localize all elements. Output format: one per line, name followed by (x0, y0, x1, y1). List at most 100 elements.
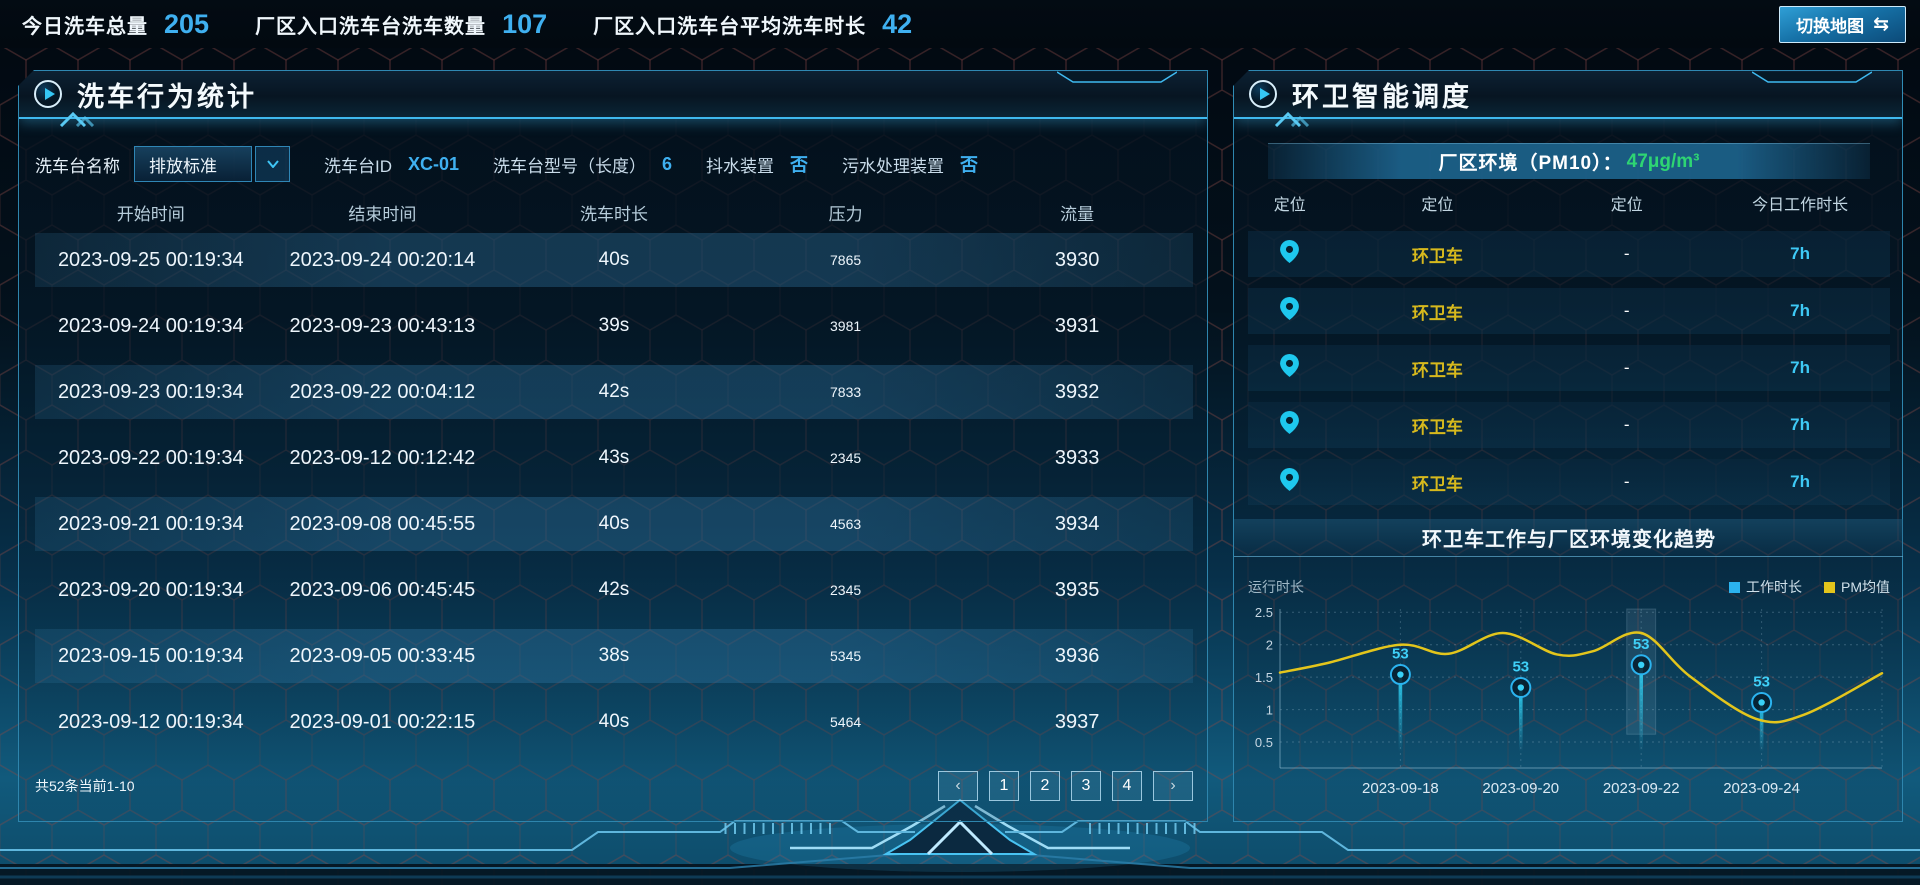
legend-item: PM均值 (1824, 577, 1890, 597)
filter-field-label: 洗车台ID (324, 156, 392, 176)
table-cell: 2023-09-21 00:19:34 (57, 512, 244, 535)
filter-field-label: 污水处理装置 (842, 156, 945, 176)
pm10-label: 厂区环境（PM10）： (1438, 153, 1623, 174)
vehicle-column-header: 定位 (1610, 197, 1643, 214)
svg-text:2023-09-24: 2023-09-24 (1723, 780, 1800, 797)
table-cell: 3932 (1054, 380, 1100, 403)
table-cell: 3935 (1054, 578, 1100, 601)
header-notch-decoration (1057, 71, 1177, 83)
table-cell: 2023-09-22 00:04:12 (289, 380, 476, 403)
station-name-select-wrap: 排放标准 (134, 146, 290, 182)
vehicle-hours: 7h (1790, 415, 1811, 434)
wash-panel-header: 洗车行为统计 (19, 71, 1207, 119)
table-cell: 2023-09-24 00:20:14 (289, 248, 476, 271)
legend-swatch (1824, 581, 1835, 593)
pm10-banner: 厂区环境（PM10）： 47μg/m³ (1268, 143, 1870, 179)
table-cell: 2023-09-25 00:19:34 (57, 248, 244, 271)
vehicle-pin-cell (1248, 468, 1331, 496)
vehicle-row: 环卫车 - 7h (1248, 231, 1890, 277)
filter-field-label: 洗车台型号（长度） (493, 156, 647, 176)
table-cell: 2023-09-12 00:19:34 (57, 710, 244, 733)
legend-item: 工作时长 (1729, 577, 1802, 597)
table-row: 2023-09-12 00:19:34 2023-09-01 00:22:15 40… (35, 695, 1193, 749)
header-notch-decoration (1752, 71, 1872, 83)
table-header: 开始时间 结束时间 洗车时长 压力 流量 (35, 199, 1193, 231)
dispatch-panel-header: 环卫智能调度 (1234, 71, 1902, 119)
page-button[interactable]: 2 (1030, 771, 1060, 801)
vehicle-pin-cell (1248, 354, 1331, 382)
table-row: 2023-09-15 00:19:34 2023-09-05 00:33:45 38… (35, 629, 1193, 683)
location-pin-icon (1280, 411, 1300, 434)
station-name-label: 洗车台名称 (35, 156, 120, 176)
table-cell: 2023-09-01 00:22:15 (289, 710, 476, 733)
chevron-up-decoration (1274, 111, 1310, 127)
filter-field-value: 6 (662, 153, 673, 174)
vehicle-pin-cell (1248, 240, 1331, 268)
page-button[interactable]: 3 (1071, 771, 1101, 801)
select-dropdown-button[interactable] (255, 146, 290, 182)
map-toggle-label: 切换地图 (1796, 17, 1865, 36)
stat-label: 今日洗车总量 (22, 15, 148, 38)
stat-item: 厂区入口洗车台平均洗车时长 42 (593, 9, 912, 40)
play-icon (34, 80, 62, 108)
map-toggle-button[interactable]: 切换地图 ⇆ (1779, 6, 1906, 43)
table-cell: 40s (598, 711, 630, 732)
page-button[interactable]: 4 (1112, 771, 1142, 801)
vehicle-hours: 7h (1790, 472, 1811, 491)
legend-label: 工作时长 (1746, 579, 1802, 595)
table-cell: 2023-09-15 00:19:34 (57, 644, 244, 667)
table-cell: 2023-09-24 00:19:34 (57, 314, 244, 337)
wash-statistics-panel: 洗车行为统计 洗车台名称 排放标准 洗车台ID XC-01 洗车台型号（长度） 6 抖水… (18, 70, 1208, 822)
table-row: 2023-09-20 00:19:34 2023-09-06 00:45:45 42… (35, 563, 1193, 617)
stat-value: 107 (502, 8, 548, 39)
top-bar: 今日洗车总量 205 厂区入口洗车台洗车数量 107 厂区入口洗车台平均洗车时长 42 切… (0, 0, 1920, 48)
chevron-down-icon (266, 160, 279, 168)
stat-value: 205 (164, 8, 210, 39)
vehicle-table-body: 环卫车 - 7h 环卫车 - 7h 环卫车 - 7h 环卫车 - 7h 环卫车 - 7h (1248, 231, 1890, 516)
filter-fields: 洗车台ID XC-01 洗车台型号（长度） 6 抖水装置否污水处理装置否 (324, 151, 1012, 177)
table-row: 2023-09-25 00:19:34 2023-09-24 00:20:14 40… (35, 233, 1193, 287)
vehicle-name: 环卫车 (1411, 246, 1463, 266)
filter-field: 洗车台型号（长度） 6 (493, 152, 672, 177)
vehicle-row: 环卫车 - 7h (1248, 345, 1890, 391)
table-cell: 2345 (830, 450, 862, 466)
vehicle-name: 环卫车 (1411, 303, 1463, 323)
column-header: 结束时间 (348, 205, 417, 224)
chart-meta-row: 运行时长 工作时长 PM均值 (1248, 577, 1890, 597)
column-header: 洗车时长 (579, 205, 648, 224)
vehicle-column-header: 今日工作时长 (1752, 197, 1849, 214)
vehicle-hours: 7h (1790, 244, 1811, 263)
filter-field: 洗车台ID XC-01 (324, 152, 459, 177)
table-cell: 3937 (1054, 710, 1100, 733)
vehicle-location-dash: - (1623, 244, 1630, 263)
column-header: 流量 (1060, 205, 1095, 224)
station-name-select[interactable]: 排放标准 (134, 146, 252, 182)
footer-tech-decoration (0, 798, 1920, 885)
table-cell: 4563 (830, 516, 862, 532)
svg-text:53: 53 (1633, 636, 1650, 653)
page-button[interactable]: 1 (989, 771, 1019, 801)
table-cell: 7865 (830, 252, 862, 268)
prev-page-button[interactable]: ‹ (938, 771, 978, 801)
filter-row: 洗车台名称 排放标准 洗车台ID XC-01 洗车台型号（长度） 6 抖水装置否 污水处理… (35, 145, 1193, 183)
vehicle-row: 环卫车 - 7h (1248, 459, 1890, 505)
panel-title: 环卫智能调度 (1292, 81, 1472, 112)
svg-text:53: 53 (1512, 659, 1529, 676)
trend-chart-svg: 0.5 1 1.5 2 2.5 2023-09-18 2023-09-20 2023-09-2… (1255, 605, 1884, 797)
next-page-button[interactable]: › (1153, 771, 1193, 801)
table-cell: 3936 (1054, 644, 1100, 667)
vehicle-location-dash: - (1623, 415, 1630, 434)
table-cell: 3930 (1054, 248, 1100, 271)
vehicle-hours: 7h (1790, 358, 1811, 377)
table-cell: 2023-09-20 00:19:34 (57, 578, 244, 601)
svg-text:0.5: 0.5 (1255, 735, 1273, 750)
trend-section-title: 环卫车工作与厂区环境变化趋势 (1422, 529, 1716, 551)
table-cell: 3933 (1054, 446, 1100, 469)
table-cell: 2023-09-23 00:19:34 (57, 380, 244, 403)
filter-field: 抖水装置否 (706, 151, 808, 177)
vehicle-row: 环卫车 - 7h (1248, 288, 1890, 334)
legend-label: PM均值 (1841, 579, 1890, 595)
panel-title: 洗车行为统计 (77, 81, 257, 112)
